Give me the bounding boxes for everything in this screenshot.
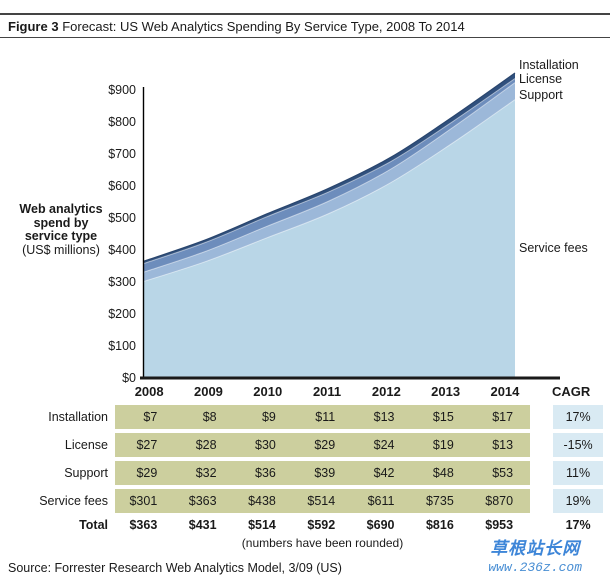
table-value-cell: $611 xyxy=(352,489,412,513)
y-tick-label: $600 xyxy=(108,179,136,193)
total-value-cell: $514 xyxy=(248,518,276,532)
total-cagr-cell: 17% xyxy=(565,518,591,532)
total-value-cell: $816 xyxy=(425,518,454,532)
legend-label-support: Support xyxy=(519,88,563,102)
table-value-cell: $301 xyxy=(115,489,175,513)
legend-label-license: License xyxy=(519,72,563,86)
year-header: 2009 xyxy=(193,384,223,399)
year-header: 2013 xyxy=(431,384,461,399)
total-value-cell: $363 xyxy=(129,518,158,532)
figure-title-text: Forecast: US Web Analytics Spending By S… xyxy=(62,19,465,34)
table-value-cell: $29 xyxy=(115,461,175,485)
table-value-cell: $39 xyxy=(292,461,353,485)
year-header: 2010 xyxy=(253,384,283,399)
table-value-cell: $17 xyxy=(470,405,531,429)
table-value-cell: $13 xyxy=(352,405,412,429)
y-tick-label: $200 xyxy=(108,307,136,321)
rounding-footnote: (numbers have been rounded) xyxy=(241,536,404,550)
cagr-header: CAGR xyxy=(551,384,591,399)
table-value-cell: $32 xyxy=(174,461,234,485)
y-tick-label: $800 xyxy=(108,115,136,129)
y-axis-title-line: service type xyxy=(24,229,98,243)
row-label: Support xyxy=(64,466,108,480)
title-rule-bottom xyxy=(0,37,610,38)
spacer-cell xyxy=(530,489,553,513)
spacer-cell xyxy=(530,461,553,485)
data-table: 2008 2009 2010 2011 2012 2013 2014 CAGR Installa… xyxy=(0,384,604,533)
cagr-value-cell: 17% xyxy=(553,405,604,429)
legend-label-service-fees: Service fees xyxy=(519,241,588,255)
y-axis-title-line: spend by xyxy=(33,215,89,230)
y-axis-title-line: Web analytics xyxy=(19,202,103,216)
table-value-cell: $438 xyxy=(233,489,293,513)
table-value-cell: $870 xyxy=(470,489,531,513)
watermark-site-name: 草根站长网 xyxy=(490,539,581,558)
source-note: Source: Forrester Research Web Analytics… xyxy=(8,561,342,575)
cagr-value-cell: 11% xyxy=(553,461,604,485)
y-tick-label: $400 xyxy=(108,243,136,257)
year-header: 2008 xyxy=(134,384,164,399)
cagr-value-cell: -15% xyxy=(553,433,604,457)
band-separator xyxy=(142,99,516,283)
table-corner-cell xyxy=(0,384,115,401)
spacer-cell xyxy=(530,384,553,401)
figure-title: Figure 3 Forecast: US Web Analytics Spen… xyxy=(8,19,465,34)
x-axis-baseline xyxy=(140,376,560,380)
total-value-cell: $592 xyxy=(307,518,336,532)
spacer-cell xyxy=(530,517,553,533)
y-tick-label: $100 xyxy=(108,339,136,353)
table-value-cell: $36 xyxy=(233,461,293,485)
y-tick-label: $500 xyxy=(108,211,136,225)
row-label: Installation xyxy=(48,410,108,424)
band-separator xyxy=(142,78,516,265)
y-tick-label: $700 xyxy=(108,147,136,161)
table-value-cell: $48 xyxy=(411,461,471,485)
watermark-url: www.236z.com xyxy=(488,560,582,575)
row-label: Service fees xyxy=(39,494,108,508)
table-value-cell: $53 xyxy=(470,461,531,485)
table-value-cell: $735 xyxy=(411,489,471,513)
watermark: 草根站长网 www.236z.com xyxy=(488,534,582,575)
table-value-cell: $28 xyxy=(174,433,234,457)
table-value-cell: $27 xyxy=(115,433,175,457)
year-header: 2011 xyxy=(312,384,342,399)
y-axis-title-units: (US$ millions) xyxy=(22,242,100,257)
table-value-cell: $363 xyxy=(174,489,234,513)
total-top-edge xyxy=(142,72,516,263)
total-value-cell: $431 xyxy=(188,518,217,532)
title-rule-top xyxy=(0,13,610,15)
spacer-cell xyxy=(530,433,553,457)
table-value-cell: $19 xyxy=(411,433,471,457)
band-separator xyxy=(142,82,516,273)
total-value-cell: $953 xyxy=(485,518,514,532)
table-value-cell: $42 xyxy=(352,461,412,485)
y-tick-label: $0 xyxy=(122,371,136,385)
table-value-cell: $15 xyxy=(411,405,471,429)
y-tick-label: $900 xyxy=(108,83,136,97)
y-axis-title: Web analytics spend by service type (US$… xyxy=(11,202,111,257)
table-value-cell: $11 xyxy=(292,405,353,429)
row-label: License xyxy=(64,438,108,452)
total-row-label: Total xyxy=(79,518,108,532)
table-value-cell: $7 xyxy=(115,405,175,429)
cagr-value-cell: 19% xyxy=(553,489,604,513)
year-header: 2014 xyxy=(490,384,520,399)
total-value-cell: $690 xyxy=(366,518,395,532)
table-value-cell: $24 xyxy=(352,433,412,457)
table-value-cell: $29 xyxy=(292,433,353,457)
legend-label-installation: Installation xyxy=(519,58,579,72)
year-header: 2012 xyxy=(371,384,401,399)
table-value-cell: $30 xyxy=(233,433,293,457)
table-value-cell: $514 xyxy=(292,489,353,513)
figure-number: Figure 3 xyxy=(8,19,59,34)
spacer-cell xyxy=(530,405,553,429)
y-tick-label: $300 xyxy=(108,275,136,289)
table-value-cell: $9 xyxy=(233,405,293,429)
table-value-cell: $8 xyxy=(174,405,234,429)
area-service-fees xyxy=(143,99,515,378)
stacked-area-chart xyxy=(140,72,560,380)
table-value-cell: $13 xyxy=(470,433,531,457)
